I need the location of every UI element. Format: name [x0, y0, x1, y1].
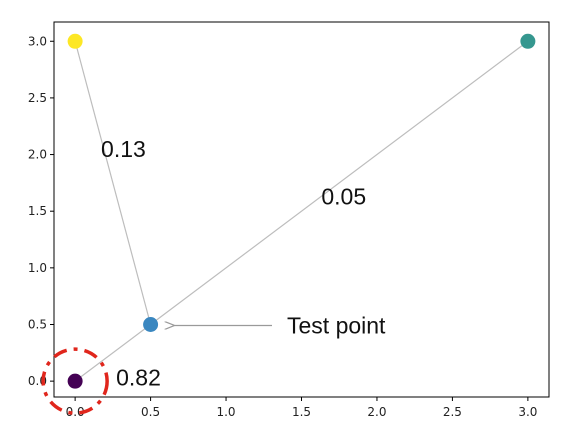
- x-tick-label: 0.0: [66, 405, 85, 419]
- data-point: [67, 373, 83, 389]
- x-tick-label: 1.0: [216, 405, 235, 419]
- points-layer: [67, 33, 536, 389]
- highlight-circle: [41, 347, 109, 415]
- edge-line: [74, 41, 152, 325]
- y-tick-label: 3.0: [28, 34, 47, 48]
- annotation-layer: Test point: [41, 312, 386, 415]
- annotation-label: Test point: [287, 312, 386, 338]
- edge-labels-layer: 0.13 0.05 0.82: [101, 136, 366, 391]
- x-tick-label: 2.5: [443, 405, 462, 419]
- y-tick-label: 0.5: [28, 317, 47, 331]
- edges-layer: [74, 40, 529, 382]
- edge-label: 0.05: [321, 183, 366, 209]
- axes-layer: 0.0 0.5 1.0 1.5 2.0 2.5 3.00.00.51.01.52.02.53…: [28, 34, 538, 419]
- y-tick-label: 1.0: [28, 261, 47, 275]
- x-tick-label: 0.5: [141, 405, 160, 419]
- data-point: [520, 33, 536, 49]
- data-point: [143, 316, 159, 332]
- y-tick-label: 1.5: [28, 204, 47, 218]
- data-point: [67, 33, 83, 49]
- edge-line: [150, 40, 529, 325]
- y-tick-label: 2.0: [28, 148, 47, 162]
- x-tick-label: 1.5: [292, 405, 311, 419]
- x-tick-label: 3.0: [518, 405, 537, 419]
- y-tick-label: 2.5: [28, 91, 47, 105]
- x-tick-label: 2.0: [367, 405, 386, 419]
- edge-line: [74, 324, 151, 382]
- edge-label: 0.13: [101, 136, 146, 162]
- edge-label: 0.82: [116, 365, 161, 391]
